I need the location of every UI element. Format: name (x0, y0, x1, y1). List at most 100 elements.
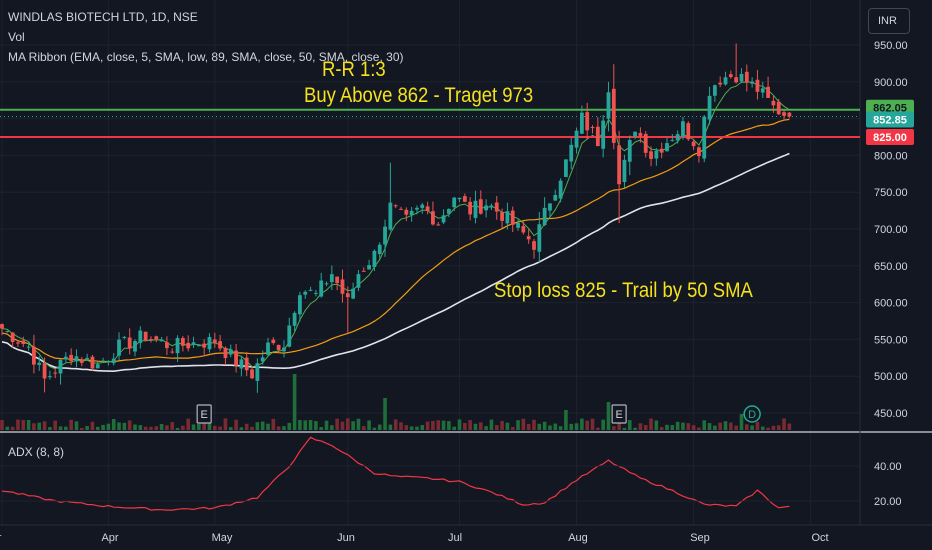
volume-bar (436, 420, 441, 430)
volume-bar (255, 422, 260, 430)
candle (47, 370, 52, 380)
volume-bar (393, 419, 398, 430)
candle-body (633, 131, 637, 137)
candle-body (675, 134, 680, 141)
currency-button[interactable]: INR (868, 8, 910, 34)
volume-bar (484, 426, 488, 430)
candle-body (133, 341, 137, 352)
candle (606, 81, 611, 132)
candle-body (159, 339, 164, 342)
candle (468, 197, 473, 221)
candle (271, 337, 276, 345)
candle (351, 282, 356, 300)
time-axis[interactable]: Mar Apr May Jun Jul Aug Sep Oct (0, 524, 932, 544)
last-price-tag-box (866, 111, 914, 128)
candle-body (356, 274, 361, 288)
candle (494, 195, 499, 220)
candle (165, 336, 169, 356)
candle (32, 334, 36, 374)
candle-body (117, 339, 121, 356)
last-price-tag-label: 852.85 (873, 115, 907, 127)
candle-body (90, 356, 95, 369)
volume-bar (489, 419, 494, 430)
volume-legend[interactable]: Vol (8, 30, 25, 44)
volume-bar (298, 419, 302, 430)
candle-body (590, 127, 595, 129)
candle (186, 335, 191, 352)
candle (478, 190, 483, 215)
candle (303, 290, 308, 299)
candle (739, 68, 744, 84)
volume-bar (505, 422, 510, 430)
volume-bar (117, 422, 121, 430)
month-label: Sep (690, 532, 710, 544)
candle-body (681, 121, 685, 137)
candle (202, 339, 207, 355)
candle-body (766, 86, 770, 98)
candle (228, 344, 233, 358)
volume-bar (510, 427, 515, 430)
candle-body (601, 120, 606, 149)
candle (548, 203, 552, 218)
annotation-rr: R-R 1:3 (322, 58, 386, 81)
candle-body (180, 338, 185, 346)
candle (415, 205, 419, 215)
candle-body (462, 196, 467, 202)
candle-body (473, 200, 478, 218)
volume-bar (420, 425, 425, 430)
candle (356, 269, 361, 292)
candle (58, 359, 63, 385)
candle (308, 286, 313, 292)
symbol-title[interactable]: WINDLAS BIOTECH LTD, 1D, NSE (8, 10, 198, 24)
candle (143, 331, 148, 342)
earnings-marker-label: E (615, 409, 622, 421)
candle-body (532, 241, 536, 250)
volume-bar (569, 423, 574, 430)
candle-body (228, 349, 233, 355)
volume-bar (494, 425, 499, 430)
candle-body (329, 274, 334, 283)
volume-bar (558, 426, 563, 430)
volume-bar (782, 418, 786, 430)
price-tick-label: 600.00 (874, 298, 908, 310)
candle (723, 71, 728, 86)
volume-bar (223, 418, 228, 430)
volume-bar (750, 425, 754, 430)
volume-bar (409, 426, 414, 430)
candle-body (5, 331, 10, 333)
candle (707, 86, 712, 125)
volume-bar (64, 426, 68, 430)
earnings-marker-label: E (200, 409, 207, 421)
candle-body (734, 77, 739, 83)
volume-bar (351, 421, 355, 430)
candle-body (478, 199, 483, 214)
candle-body (85, 357, 90, 360)
volume-bar (526, 423, 531, 430)
stop-level-tag: 825.00 (866, 129, 914, 145)
ma-ribbon-legend[interactable]: MA Ribbon (EMA, close, 5, SMA, low, 89, … (8, 50, 404, 64)
candle-body (489, 205, 494, 208)
candle-body (654, 150, 659, 159)
dividend-marker-label: D (748, 409, 756, 421)
volume-bar (473, 423, 478, 430)
candle-body (728, 74, 733, 78)
candle-body (574, 130, 579, 148)
candle (191, 336, 196, 348)
candle (659, 142, 664, 159)
candle (149, 336, 153, 343)
candle (734, 43, 739, 84)
month-label: Mar (0, 532, 2, 544)
volume-bar (260, 421, 265, 430)
candle (771, 96, 776, 113)
candle (117, 332, 121, 361)
volume-bar (675, 421, 680, 430)
volume-bar (516, 420, 520, 430)
volume-bar (356, 418, 361, 430)
candle (340, 269, 345, 303)
candle-body (10, 332, 15, 342)
volume-bar (149, 426, 153, 430)
candle-body (282, 347, 286, 352)
candle-body (750, 81, 755, 84)
volume-bar (21, 419, 26, 430)
